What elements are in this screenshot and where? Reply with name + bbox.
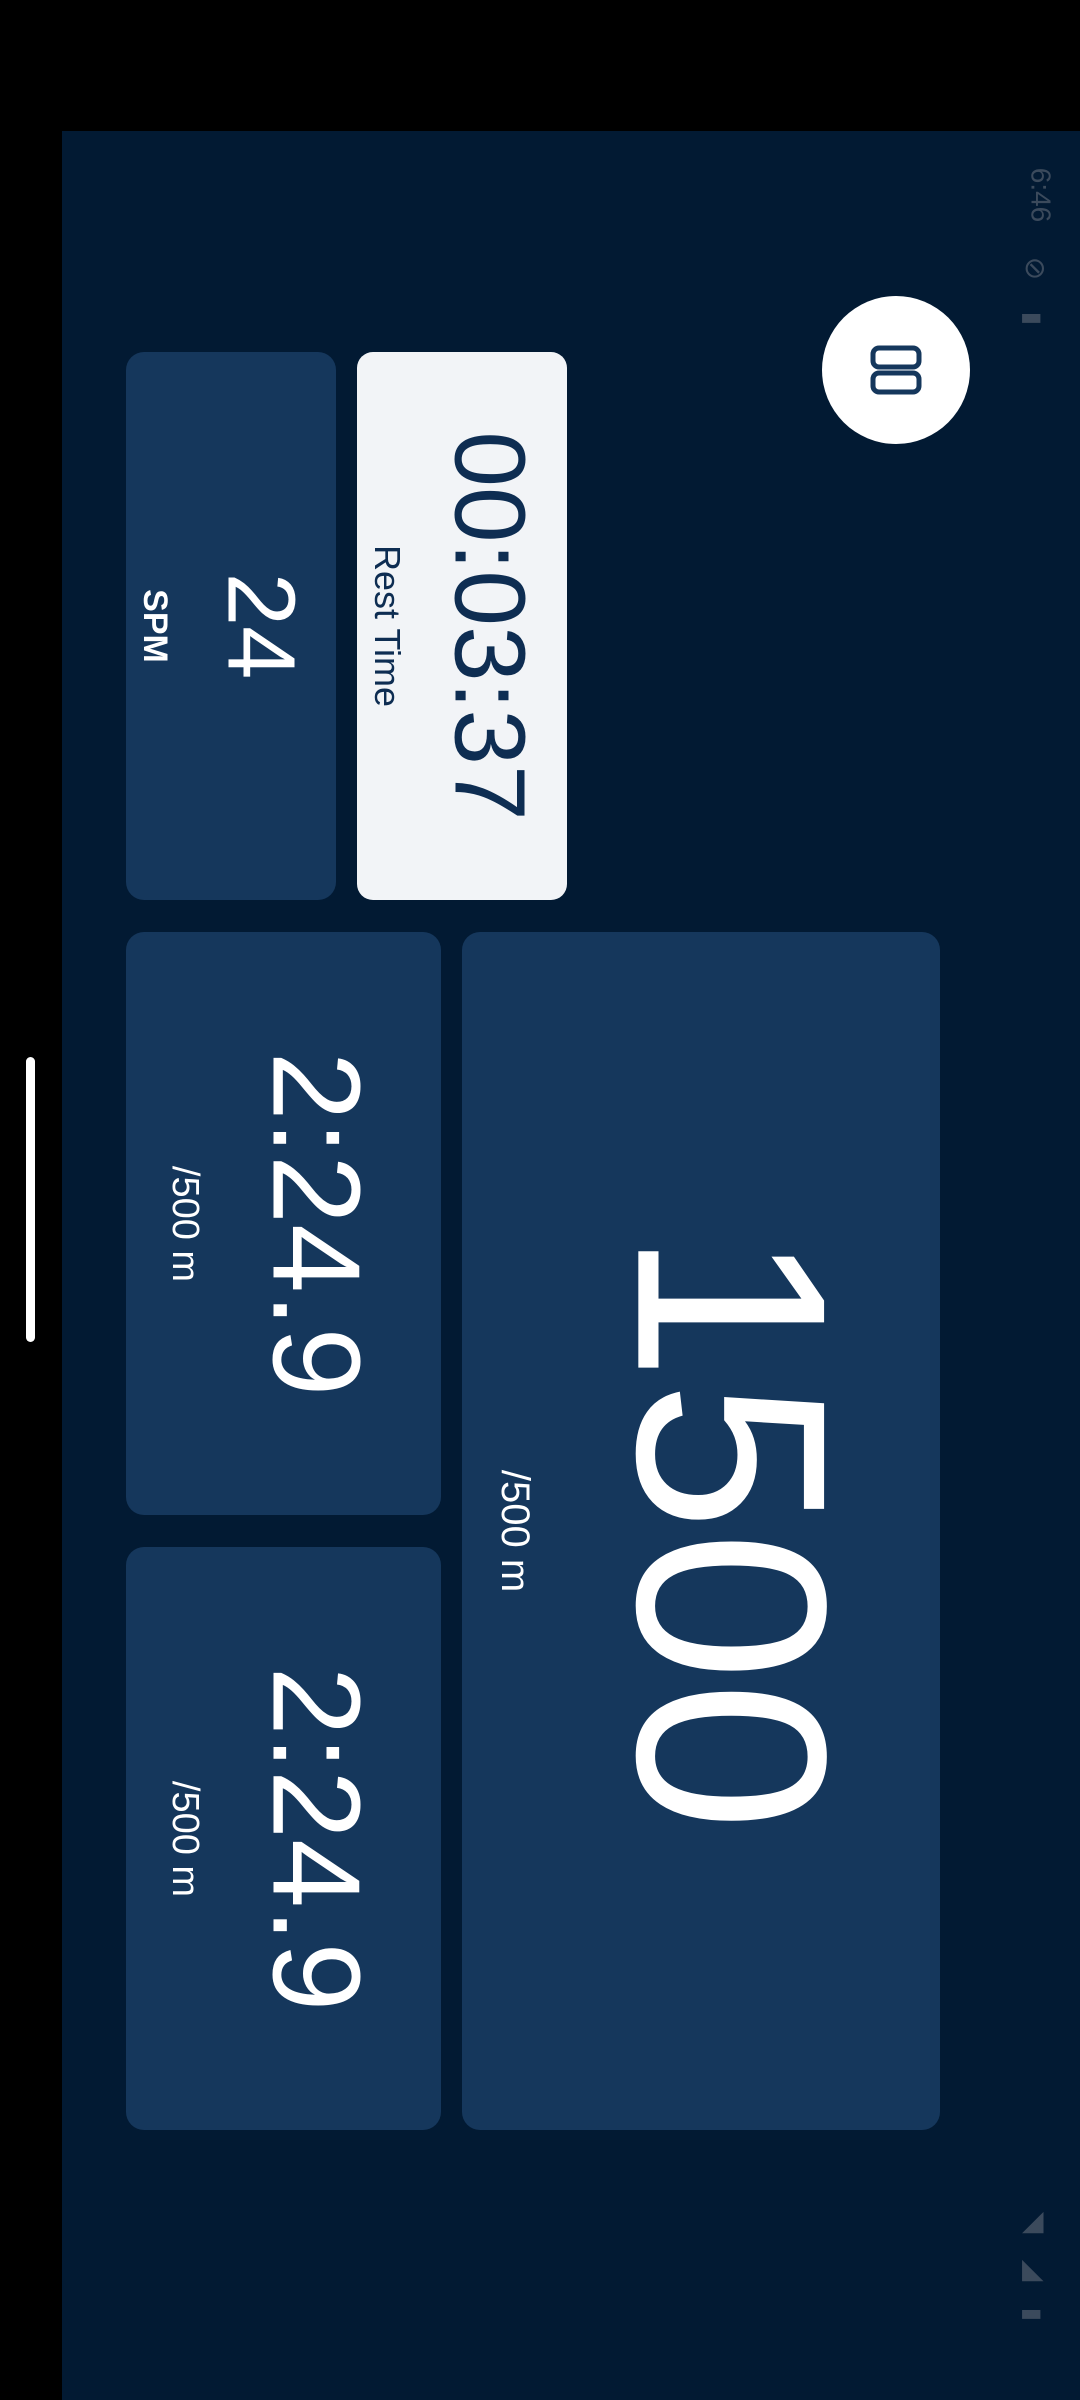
spm-tile — [126, 352, 336, 900]
gesture-nav-handle[interactable] — [26, 1057, 35, 1342]
do-not-disturb-icon: ⊘ — [1020, 256, 1052, 281]
rest-time-card — [357, 352, 567, 900]
pause-button[interactable] — [822, 296, 970, 444]
pace-tile — [126, 932, 441, 1515]
pace-tile — [126, 1547, 441, 2130]
distance-tile — [462, 932, 940, 2130]
wifi-icon: ◥ — [1019, 2211, 1051, 2234]
pause-icon — [870, 345, 922, 395]
signal-icon: ◢ — [1019, 2259, 1051, 2282]
top-black-bar — [0, 0, 1080, 131]
battery-icon: ▮ — [1019, 2307, 1047, 2322]
sim-card-icon: ▮ — [1019, 311, 1047, 326]
